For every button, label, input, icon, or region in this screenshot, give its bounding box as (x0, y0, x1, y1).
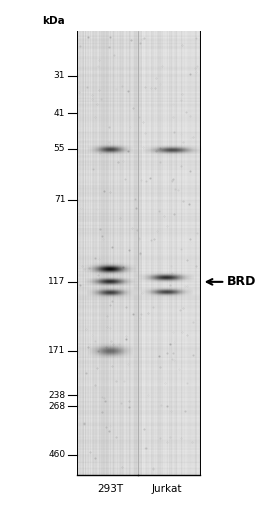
Text: 268: 268 (48, 402, 65, 411)
Text: 293T: 293T (97, 484, 123, 494)
Text: 460: 460 (48, 450, 65, 459)
Text: 55: 55 (54, 144, 65, 153)
Text: 71: 71 (54, 195, 65, 204)
Text: BRD2: BRD2 (227, 276, 256, 289)
Text: 171: 171 (48, 346, 65, 355)
Text: Jurkat: Jurkat (151, 484, 182, 494)
Text: kDa: kDa (42, 16, 65, 26)
Text: 117: 117 (48, 277, 65, 286)
Text: 238: 238 (48, 390, 65, 400)
Text: 41: 41 (54, 109, 65, 118)
Text: 31: 31 (54, 71, 65, 80)
